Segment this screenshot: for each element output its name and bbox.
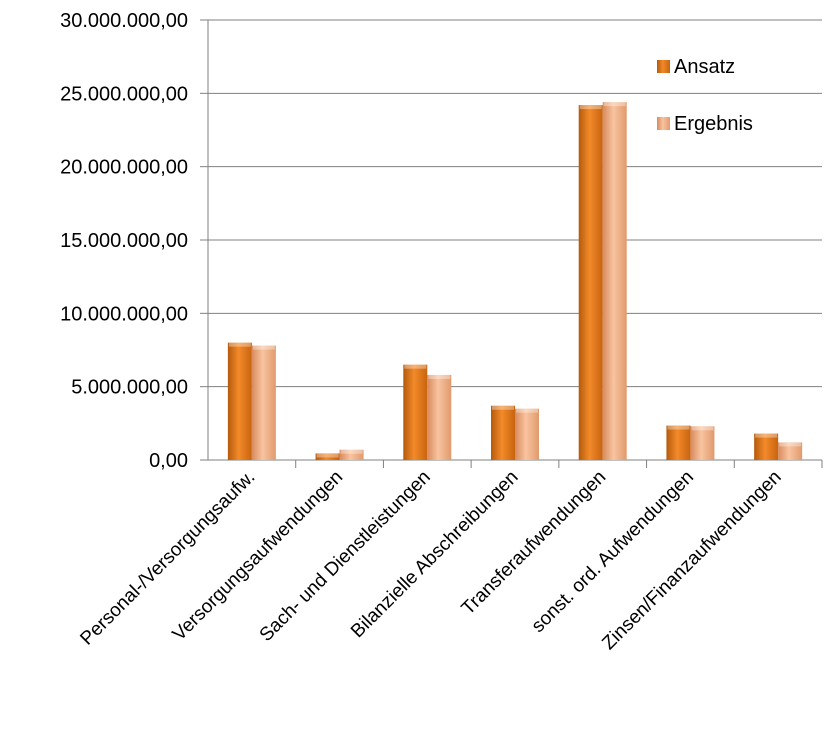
bar-bevel-ansatz: [404, 365, 426, 369]
bar-bevel-ansatz: [667, 426, 689, 430]
legend: Ansatz Ergebnis: [657, 56, 753, 135]
bar-bevel-ansatz: [492, 406, 514, 410]
bar-ansatz: [579, 105, 603, 460]
bar-ansatz: [491, 406, 515, 460]
bar-ergebnis: [515, 409, 539, 460]
bar-ansatz: [666, 426, 690, 460]
x-tick-labels: Personal-/Versorgungsaufw.Versorgungsauf…: [77, 467, 786, 654]
y-tick-label: 30.000.000,00: [60, 10, 188, 32]
bar-bevel-ergebnis: [516, 409, 538, 413]
x-tick-label: Sach- und Dienstleistungen: [256, 467, 435, 646]
bar-bevel-ansatz: [317, 453, 339, 457]
bar-ansatz: [228, 343, 252, 460]
bar-bevel-ansatz: [229, 343, 251, 347]
bar-ergebnis: [690, 426, 714, 460]
x-tick-label: Personal-/Versorgungsaufw.: [77, 467, 260, 650]
bar-bevel-ergebnis: [253, 346, 275, 350]
bar-ergebnis: [603, 102, 627, 460]
x-tick-label: Bilanzielle Abschreibungen: [347, 467, 522, 642]
bar-bevel-ansatz: [755, 434, 777, 438]
legend-label-ansatz: Ansatz: [674, 56, 735, 78]
y-tick-label: 0,00: [149, 450, 188, 472]
y-tick-labels: 0,00 5.000.000,00 10.000.000,00 15.000.000,…: [60, 10, 188, 472]
x-tick-label: Zinsen/Finanzaufwendungen: [598, 467, 785, 654]
bar-bevel-ergebnis: [779, 442, 801, 446]
bar-ansatz: [403, 365, 427, 460]
x-tick-label: Versorgungsaufwendungen: [169, 467, 347, 645]
y-tick-label: 15.000.000,00: [60, 230, 188, 252]
legend-swatch-ergebnis: [657, 117, 670, 130]
y-tick-label: 5.000.000,00: [71, 377, 188, 399]
y-tick-label: 10.000.000,00: [60, 303, 188, 325]
x-tick-label: Transferaufwendungen: [458, 467, 611, 620]
gridlines: [200, 20, 822, 460]
bar-bevel-ansatz: [580, 105, 602, 109]
x-tick-label: sonst. ord. Aufwendungen: [528, 467, 698, 637]
bar-bevel-ergebnis: [428, 375, 450, 379]
bar-bevel-ergebnis: [691, 426, 713, 430]
bar-ergebnis: [252, 346, 276, 460]
legend-swatch-ansatz: [657, 60, 670, 73]
y-tick-label: 25.000.000,00: [60, 83, 188, 105]
legend-label-ergebnis: Ergebnis: [674, 113, 753, 135]
y-tick-label: 20.000.000,00: [60, 157, 188, 179]
bar-bevel-ergebnis: [604, 102, 626, 106]
bars: [228, 102, 802, 460]
axes: [208, 20, 822, 468]
bar-bevel-ergebnis: [341, 450, 363, 454]
bar-ergebnis: [427, 375, 451, 460]
